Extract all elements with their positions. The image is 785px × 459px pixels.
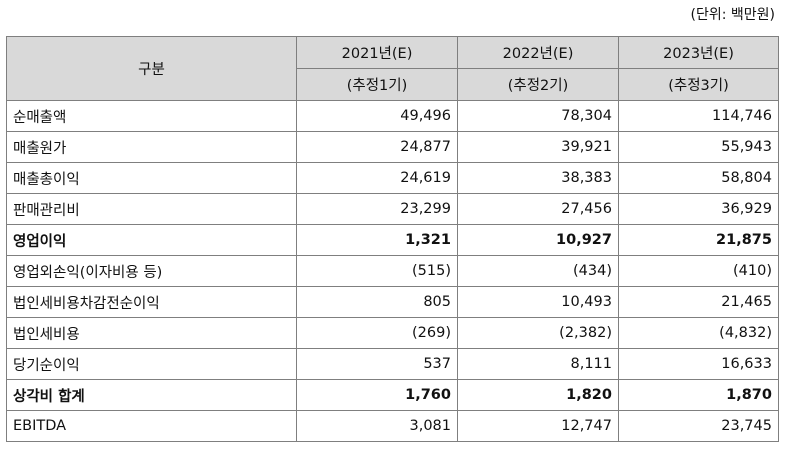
value-2023: 1,870 xyxy=(618,379,779,411)
row-label: 순매출액 xyxy=(6,100,297,132)
table-body: 순매출액 49,496 78,304 114,746 매출원가 24,877 3… xyxy=(6,100,779,442)
table-row-pretax-income: 법인세비용차감전순이익 805 10,493 21,465 xyxy=(6,286,779,318)
value-2022: 39,921 xyxy=(457,131,619,163)
financial-projection-table: 구분 2021년(E) 2022년(E) 2023년(E) (추정1기) (추정… xyxy=(6,36,779,442)
year-header-2021: 2021년(E) xyxy=(296,36,458,69)
unit-note: (단위: 백만원) xyxy=(690,7,776,23)
row-label: 영업외손익(이자비용 등) xyxy=(6,255,297,287)
value-2022: (434) xyxy=(457,255,619,287)
category-header: 구분 xyxy=(6,36,297,101)
value-2023: 114,746 xyxy=(618,100,779,132)
table-row-depreciation-total: 상각비 합계 1,760 1,820 1,870 xyxy=(6,379,779,411)
period-header-2: (추정2기) xyxy=(457,68,619,101)
table-row-operating-income: 영업이익 1,321 10,927 21,875 xyxy=(6,224,779,256)
row-label: 법인세비용차감전순이익 xyxy=(6,286,297,318)
value-2023: 23,745 xyxy=(618,410,779,442)
value-2023: 58,804 xyxy=(618,162,779,194)
row-label: EBITDA xyxy=(6,410,297,442)
value-2021: 24,619 xyxy=(296,162,458,194)
value-2022: 38,383 xyxy=(457,162,619,194)
period-header-1: (추정1기) xyxy=(296,68,458,101)
value-2021: (515) xyxy=(296,255,458,287)
header-row-years: 구분 2021년(E) 2022년(E) 2023년(E) xyxy=(6,36,779,101)
value-2023: 16,633 xyxy=(618,348,779,380)
row-label: 법인세비용 xyxy=(6,317,297,349)
value-2021: 537 xyxy=(296,348,458,380)
value-2022: 1,820 xyxy=(457,379,619,411)
table-row-non-operating: 영업외손익(이자비용 등) (515) (434) (410) xyxy=(6,255,779,287)
value-2021: 805 xyxy=(296,286,458,318)
value-2021: 23,299 xyxy=(296,193,458,225)
value-2022: 10,493 xyxy=(457,286,619,318)
table-row-sga: 판매관리비 23,299 27,456 36,929 xyxy=(6,193,779,225)
table-row-net-sales: 순매출액 49,496 78,304 114,746 xyxy=(6,100,779,132)
table-row-net-income: 당기순이익 537 8,111 16,633 xyxy=(6,348,779,380)
value-2021: 24,877 xyxy=(296,131,458,163)
row-label: 당기순이익 xyxy=(6,348,297,380)
value-2022: 10,927 xyxy=(457,224,619,256)
table-row-cost-of-sales: 매출원가 24,877 39,921 55,943 xyxy=(6,131,779,163)
table-row-income-tax: 법인세비용 (269) (2,382) (4,832) xyxy=(6,317,779,349)
value-2023: 21,875 xyxy=(618,224,779,256)
year-header-2022: 2022년(E) xyxy=(457,36,619,69)
value-2021: (269) xyxy=(296,317,458,349)
row-label: 매출원가 xyxy=(6,131,297,163)
value-2022: 8,111 xyxy=(457,348,619,380)
value-2023: 21,465 xyxy=(618,286,779,318)
year-header-2023: 2023년(E) xyxy=(618,36,779,69)
table-row-gross-profit: 매출총이익 24,619 38,383 58,804 xyxy=(6,162,779,194)
period-header-3: (추정3기) xyxy=(618,68,779,101)
table-header: 구분 2021년(E) 2022년(E) 2023년(E) (추정1기) (추정… xyxy=(6,36,779,101)
value-2022: 78,304 xyxy=(457,100,619,132)
row-label: 판매관리비 xyxy=(6,193,297,225)
row-label: 매출총이익 xyxy=(6,162,297,194)
table-row-ebitda: EBITDA 3,081 12,747 23,745 xyxy=(6,410,779,442)
value-2022: 27,456 xyxy=(457,193,619,225)
value-2023: 55,943 xyxy=(618,131,779,163)
value-2021: 3,081 xyxy=(296,410,458,442)
value-2023: (4,832) xyxy=(618,317,779,349)
value-2023: (410) xyxy=(618,255,779,287)
value-2021: 1,321 xyxy=(296,224,458,256)
row-label: 영업이익 xyxy=(6,224,297,256)
value-2021: 1,760 xyxy=(296,379,458,411)
value-2023: 36,929 xyxy=(618,193,779,225)
row-label: 상각비 합계 xyxy=(6,379,297,411)
value-2022: (2,382) xyxy=(457,317,619,349)
value-2021: 49,496 xyxy=(296,100,458,132)
header-row-periods: (추정1기) (추정2기) (추정3기) xyxy=(7,68,779,101)
value-2022: 12,747 xyxy=(457,410,619,442)
